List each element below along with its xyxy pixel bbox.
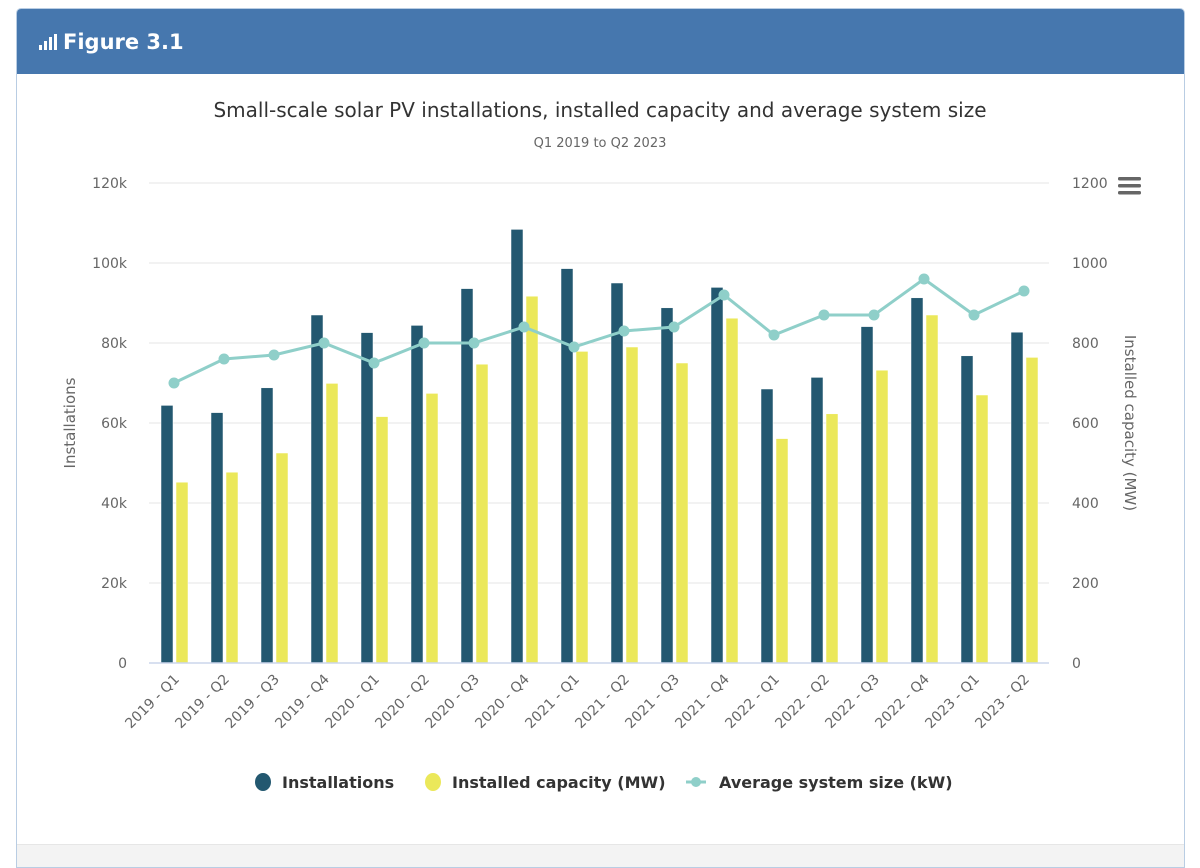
capacity-bar[interactable] xyxy=(225,471,239,664)
legend-marker-icon xyxy=(255,773,271,791)
y2-tick-label: 0 xyxy=(1072,656,1081,672)
y-tick-label: 60k xyxy=(101,416,128,432)
y2-tick-label: 1200 xyxy=(1072,176,1108,192)
installations-bar[interactable] xyxy=(260,387,274,664)
capacity-bar[interactable] xyxy=(1025,357,1039,664)
y2-tick-label: 200 xyxy=(1072,576,1099,592)
y2-tick-label: 800 xyxy=(1072,336,1099,352)
capacity-bar[interactable] xyxy=(575,351,589,664)
bars xyxy=(160,229,1039,664)
capacity-bar[interactable] xyxy=(825,413,839,664)
installations-bar[interactable] xyxy=(560,268,574,664)
y-tick-label: 120k xyxy=(92,176,128,192)
installations-bar[interactable] xyxy=(860,326,874,664)
y2-axis-ticks: 0 200 400 600 800 1000 1200 xyxy=(1072,176,1108,672)
avg-size-point[interactable] xyxy=(218,353,230,365)
chart-title: Small-scale solar PV installations, inst… xyxy=(213,98,986,122)
installations-bar[interactable] xyxy=(660,307,674,664)
legend-marker-icon xyxy=(425,773,441,791)
avg-size-point[interactable] xyxy=(918,273,930,285)
capacity-bar[interactable] xyxy=(675,362,689,664)
y-axis-ticks: 0 20k 40k 60k 80k 100k 120k xyxy=(92,176,128,672)
legend: Installations Installed capacity (MW) Aver… xyxy=(255,773,953,792)
avg-size-point[interactable] xyxy=(1018,285,1030,297)
capacity-bar[interactable] xyxy=(925,314,939,664)
y2-tick-label: 1000 xyxy=(1072,256,1108,272)
avg-size-point[interactable] xyxy=(318,337,330,349)
y2-axis-title: Installed capacity (MW) xyxy=(1121,335,1139,511)
avg-size-point[interactable] xyxy=(768,329,780,341)
avg-size-point[interactable] xyxy=(168,377,180,389)
installations-bar[interactable] xyxy=(510,229,524,664)
installations-bar[interactable] xyxy=(160,405,174,664)
capacity-bar[interactable] xyxy=(175,481,189,664)
bar-chart-icon xyxy=(39,33,57,50)
y-tick-label: 100k xyxy=(92,256,128,272)
y2-tick-label: 400 xyxy=(1072,496,1099,512)
installations-bar[interactable] xyxy=(960,355,974,664)
legend-label: Installations xyxy=(282,773,394,792)
x-tick-label: 2023 - Q2 xyxy=(972,672,1032,732)
y-axis-title: Installations xyxy=(61,377,79,468)
y-tick-label: 80k xyxy=(101,336,128,352)
avg-size-point[interactable] xyxy=(668,321,680,333)
capacity-bar[interactable] xyxy=(425,393,439,664)
chart-subtitle: Q1 2019 to Q2 2023 xyxy=(534,136,667,151)
avg-size-point[interactable] xyxy=(618,325,630,337)
avg-size-point[interactable] xyxy=(718,289,730,301)
avg-size-point[interactable] xyxy=(468,337,480,349)
capacity-bar[interactable] xyxy=(275,452,289,664)
legend-marker-icon xyxy=(691,777,701,787)
y2-tick-label: 600 xyxy=(1072,416,1099,432)
avg-size-point[interactable] xyxy=(568,341,580,353)
legend-item[interactable]: Installations xyxy=(255,773,394,792)
avg-size-point[interactable] xyxy=(368,357,380,369)
avg-size-line xyxy=(168,273,1030,389)
avg-size-point[interactable] xyxy=(868,309,880,321)
capacity-bar[interactable] xyxy=(475,363,489,664)
installations-bar[interactable] xyxy=(410,325,424,664)
legend-item[interactable]: Average system size (kW) xyxy=(686,773,953,792)
panel-title: Figure 3.1 xyxy=(63,29,184,54)
gridlines xyxy=(149,182,1049,584)
capacity-bar[interactable] xyxy=(775,438,789,664)
installations-bar[interactable] xyxy=(1010,331,1024,664)
capacity-bar[interactable] xyxy=(725,317,739,664)
capacity-bar[interactable] xyxy=(875,369,889,664)
installations-bar[interactable] xyxy=(210,412,224,664)
avg-size-point[interactable] xyxy=(968,309,980,321)
avg-size-point[interactable] xyxy=(418,337,430,349)
installations-bar[interactable] xyxy=(710,287,724,664)
avg-size-point[interactable] xyxy=(518,321,530,333)
installations-bar[interactable] xyxy=(310,314,324,664)
capacity-bar[interactable] xyxy=(325,383,339,664)
avg-size-point[interactable] xyxy=(818,309,830,321)
legend-item[interactable]: Installed capacity (MW) xyxy=(425,773,666,792)
hamburger-menu-icon[interactable] xyxy=(1118,177,1141,195)
capacity-bar[interactable] xyxy=(625,346,639,664)
y-tick-label: 40k xyxy=(101,496,128,512)
y-tick-label: 20k xyxy=(101,576,128,592)
capacity-bar[interactable] xyxy=(525,295,539,664)
installations-bar[interactable] xyxy=(760,388,774,664)
capacity-bar[interactable] xyxy=(975,394,989,664)
legend-label: Installed capacity (MW) xyxy=(452,773,666,792)
installations-bar[interactable] xyxy=(610,282,624,664)
avg-size-series-line xyxy=(173,277,1025,385)
panel-header: Figure 3.1 xyxy=(17,9,1184,74)
avg-size-point[interactable] xyxy=(268,349,280,361)
installations-bar[interactable] xyxy=(360,332,374,664)
capacity-bar[interactable] xyxy=(375,416,389,664)
y-tick-label: 0 xyxy=(118,656,127,672)
installations-bar[interactable] xyxy=(810,377,824,664)
legend-label: Average system size (kW) xyxy=(719,773,953,792)
installations-bar[interactable] xyxy=(910,297,924,664)
